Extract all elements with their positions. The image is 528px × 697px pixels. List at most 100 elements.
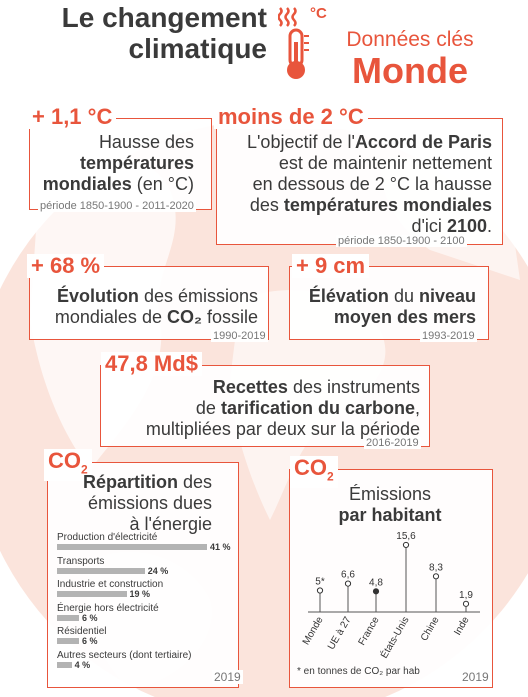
paris-goal-line-3: en dessous de 2 °C la hausse xyxy=(252,174,492,194)
energy-bar-value: 41 % xyxy=(210,542,231,552)
sea-level-line-2: moyen des mers xyxy=(333,307,476,327)
temperature-text-bold-2: mondiales xyxy=(42,174,132,194)
energy-bar-label: Transports xyxy=(57,555,105,567)
subtitle-line-2: Monde xyxy=(352,50,468,91)
energy-co2-text: CO xyxy=(48,448,81,473)
card-emissions xyxy=(29,266,269,340)
emissions-co2: CO₂ xyxy=(166,307,202,327)
energy-bar-label: Résidentiel xyxy=(57,626,107,638)
sea-level-niveau: niveau xyxy=(418,286,476,306)
capita-value-label: 1,9 xyxy=(459,590,473,601)
paris-goal-value: moins de 2 °C xyxy=(214,105,368,129)
panel-energy-emissions xyxy=(47,462,239,688)
capita-value-label: 8,3 xyxy=(429,562,443,573)
title-line-1: Le changement xyxy=(61,2,267,33)
paris-goal-year: 2100 xyxy=(446,216,487,236)
energy-line-2: émissions dues xyxy=(87,493,212,513)
emissions-evolution: Évolution xyxy=(56,286,139,306)
carbon-pricing-period: 2016-2019 xyxy=(364,437,421,449)
sea-level-du: du xyxy=(388,286,419,306)
capita-title-line-1: Émissions xyxy=(348,484,432,504)
paris-goal-line-4: des xyxy=(249,195,284,215)
paris-goal-period: période 1850-1900 - 2100 xyxy=(336,235,467,247)
capita-co2-text: CO xyxy=(294,455,327,480)
title-line-2: climatique xyxy=(128,33,267,64)
capita-footnote: * en tonnes de CO₂ par hab xyxy=(297,666,420,677)
energy-bar-value: 4 % xyxy=(74,660,91,670)
sea-level-text: Élévation du niveau moyen des mers xyxy=(294,286,476,328)
energy-co2-sub: 2 xyxy=(81,462,88,477)
capita-category-label: UE à 27 xyxy=(326,615,354,652)
carbon-pricing-line: des instruments xyxy=(287,377,420,397)
paris-goal-line-5: d'ici xyxy=(411,216,447,236)
temperature-text: Hausse des températures mondiales (en °C… xyxy=(32,132,194,195)
capita-point xyxy=(372,588,380,595)
subtitle: Données clés Monde xyxy=(330,28,490,90)
capita-value-label: 4,8 xyxy=(369,577,383,588)
sea-level-value: + 9 cm xyxy=(292,254,370,278)
emissions-text: Évolution des émissions mondiales de CO₂… xyxy=(34,286,258,328)
thermometer-icon: °C xyxy=(278,5,327,79)
temperature-period: période 1850-1900 - 2011-2020 xyxy=(38,200,196,212)
carbon-pricing-tarif: tarification du carbone xyxy=(220,398,415,418)
subtitle-line-1: Données clés xyxy=(346,28,474,51)
energy-bar-label: Production d'électricité xyxy=(57,532,158,543)
capita-point xyxy=(462,600,470,607)
emissions-line-2: mondiales de xyxy=(54,307,167,327)
capita-category-label: France xyxy=(357,615,382,648)
card-sea-level xyxy=(289,266,489,340)
energy-bar-label: Autres secteurs (dont tertiaire) xyxy=(57,650,192,661)
capita-point xyxy=(402,541,410,549)
capita-title-line-2: par habitant xyxy=(338,505,442,525)
capita-co2-badge: CO2 xyxy=(290,455,338,489)
energy-bar-value: 6 % xyxy=(81,612,98,623)
paris-goal-temps: températures mondiales xyxy=(283,195,492,215)
capita-point xyxy=(344,580,352,587)
capita-point xyxy=(316,587,324,594)
carbon-pricing-comma: , xyxy=(414,398,420,418)
capita-value-label: 6,6 xyxy=(341,570,355,581)
energy-bar xyxy=(57,638,79,645)
capita-category-label: Monde xyxy=(301,615,326,647)
temperature-text-unit: (en °C) xyxy=(131,174,194,194)
energy-line-3: à l'énergie xyxy=(129,514,213,534)
carbon-pricing-de: de xyxy=(195,398,221,418)
paris-goal-line: L'objectif de l' xyxy=(246,132,355,152)
capita-category-label: Inde xyxy=(452,615,471,638)
temperature-text-bold: températures xyxy=(79,153,194,173)
energy-year: 2019 xyxy=(212,670,243,684)
capita-category-label: Chine xyxy=(419,615,442,644)
energy-bar xyxy=(57,591,127,598)
energy-panel-title: Répartition des émissions dues à l'énerg… xyxy=(56,472,212,535)
capita-panel-title: Émissions par habitant xyxy=(295,484,485,526)
energy-des: des xyxy=(177,472,212,492)
temperature-text-line: Hausse des xyxy=(98,132,194,152)
energy-bar-label: Industrie et construction xyxy=(57,579,164,591)
emissions-line: des émissions xyxy=(138,286,258,306)
capita-value-label: 5* xyxy=(315,577,325,588)
energy-bar-value: 6 % xyxy=(81,636,98,647)
energy-bar xyxy=(57,544,207,550)
temperature-value: + 1,1 °C xyxy=(28,105,117,129)
paris-goal-line-2: est de maintenir nettement xyxy=(278,153,492,173)
emissions-fossil: fossile xyxy=(201,307,258,327)
capita-value-label: 15,6 xyxy=(396,531,416,542)
carbon-pricing-recettes: Recettes xyxy=(212,377,288,397)
per-capita-chart: 5* Monde 6,6 UE à 27 4,8 France 15,6 États-Unis… xyxy=(301,531,480,660)
paris-goal-accord: Accord de Paris xyxy=(354,132,492,152)
page-title: Le changement climatique xyxy=(27,2,267,64)
capita-year: 2019 xyxy=(460,670,491,684)
energy-bar-value: 19 % xyxy=(129,589,151,600)
sea-level-elevation: Élévation xyxy=(308,286,389,306)
capita-point xyxy=(432,573,440,580)
energy-bar-label: Énergie hors électricité xyxy=(57,602,159,614)
paris-goal-dot: . xyxy=(486,216,492,236)
energy-bar xyxy=(57,614,79,621)
energy-bar-value: 24 % xyxy=(147,565,169,576)
sea-level-period: 1993-2019 xyxy=(420,330,477,342)
energy-repartition: Répartition xyxy=(82,472,178,492)
capita-co2-sub: 2 xyxy=(327,469,334,484)
carbon-pricing-value: 47,8 Md$ xyxy=(101,352,202,376)
paris-goal-text: L'objectif de l'Accord de Paris est de m… xyxy=(220,132,492,237)
carbon-pricing-text: Recettes des instruments de tarification… xyxy=(104,377,420,440)
